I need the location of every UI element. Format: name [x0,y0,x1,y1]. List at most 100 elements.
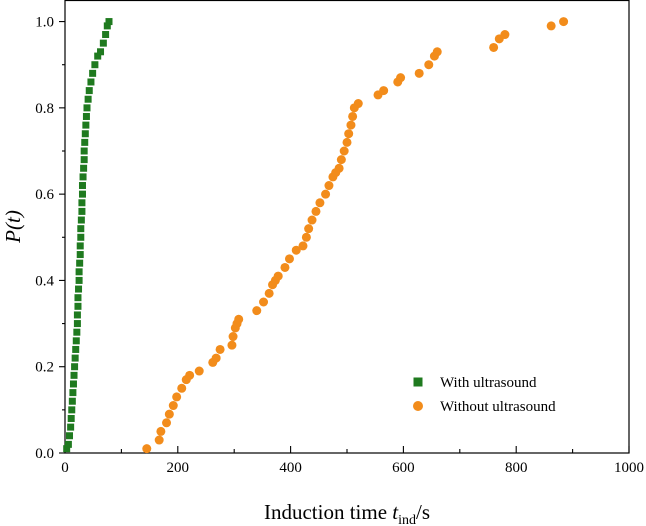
data-point [69,380,77,388]
data-point [414,68,424,78]
data-point [291,245,301,255]
x-axis-title-sub: ind [398,513,416,526]
data-point [72,337,80,345]
data-point [82,112,90,120]
data-point [432,47,442,57]
y-axis-title: P(t) [1,210,25,244]
data-point [87,78,95,86]
legend: With ultrasound Without ultrasound [413,375,556,415]
data-point [154,435,164,445]
data-point [81,130,89,138]
x-tick-label: 0 [61,460,69,476]
data-point [73,328,81,336]
data-point [489,42,499,52]
x-tick-label: 400 [279,460,302,476]
data-point [379,86,389,96]
data-point [396,73,406,83]
data-point [234,314,244,324]
x-tick-label: 800 [505,460,528,476]
y-axis-ticks: 0.0 0.2 0.4 0.6 0.8 1.0 [35,15,65,462]
data-point [67,414,75,422]
data-point [71,354,79,362]
data-point [64,440,72,448]
data-point [102,31,110,39]
x-axis-title-main: Induction time [264,500,392,524]
x-axis-ticks: 0 200 400 600 800 1000 [61,446,644,476]
data-point [311,206,321,216]
data-point [339,146,349,156]
data-point [185,370,195,380]
data-point [76,259,84,267]
data-point [74,302,82,310]
data-point [80,156,88,164]
data-point [284,254,294,264]
x-tick-label: 200 [167,460,190,476]
data-point [80,147,88,155]
data-point [353,99,363,109]
data-point [75,276,83,284]
data-point [81,138,89,146]
data-point [336,155,346,165]
data-point [79,173,87,181]
data-point [82,121,90,129]
data-point [69,389,77,397]
x-axis-title: Induction time tind/s [264,500,430,526]
data-point [298,241,308,251]
data-point [77,225,85,233]
data-point [215,344,225,354]
data-point [346,120,356,130]
data-point [103,22,111,30]
data-point [74,294,82,302]
plot-frame [64,0,630,454]
data-point [67,423,75,431]
data-point [324,181,334,191]
data-point [156,426,166,436]
data-point [84,95,92,103]
data-point [76,251,84,259]
legend-label: Without ultrasound [440,399,556,415]
data-point [97,48,105,56]
data-point [89,69,97,77]
data-point [105,18,113,26]
data-point [307,215,317,225]
data-point [85,87,93,95]
data-point [78,199,86,207]
data-point [280,262,290,272]
legend-label: With ultrasound [440,375,537,391]
data-point [315,198,325,208]
data-point [211,353,221,363]
series-with-ultrasound [63,18,113,453]
data-point [68,397,76,405]
data-point [68,406,76,414]
data-point [273,271,283,281]
x-axis-title-unit: /s [416,500,430,524]
data-point [94,52,102,60]
data-point [162,418,172,428]
data-point [172,392,182,402]
data-point [73,320,81,328]
y-tick-label: 1.0 [35,15,54,31]
data-point [164,409,174,419]
y-tick-label: 0.6 [35,187,54,203]
data-point [78,190,86,198]
series-layer [63,17,569,454]
y-tick-label: 0.2 [35,360,54,376]
data-point [344,129,354,139]
data-point [321,189,331,199]
data-point [78,207,86,215]
x-tick-label: 600 [392,460,415,476]
data-point [91,61,99,69]
data-point [194,366,204,376]
data-point [71,363,79,371]
data-point [252,306,262,316]
data-point [301,232,311,242]
data-point [348,111,358,121]
y-tick-label: 0.0 [35,446,54,462]
x-axis-title-var: t [392,500,399,524]
data-point [99,39,107,47]
data-point [559,17,569,27]
data-point [73,311,81,319]
data-point [228,332,238,342]
data-point [63,445,71,453]
data-point [77,233,85,241]
